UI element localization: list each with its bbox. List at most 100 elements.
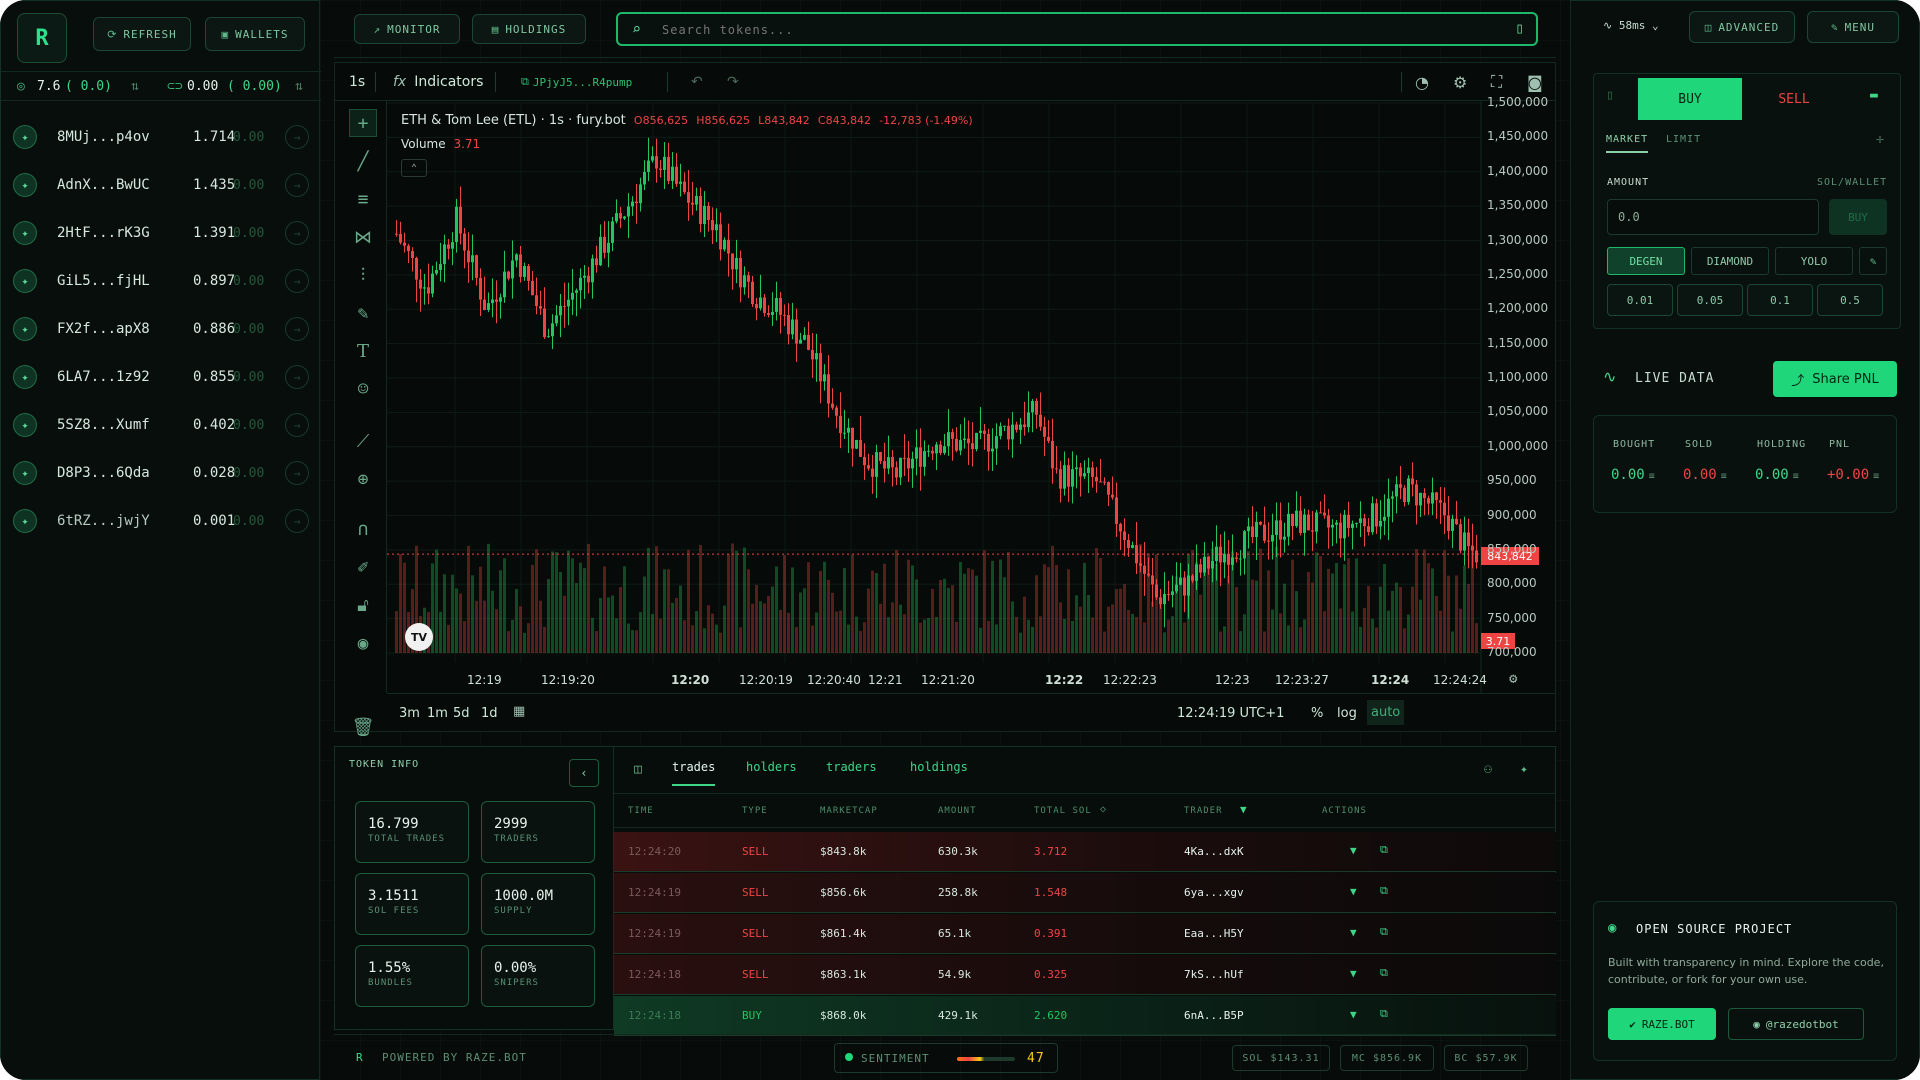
external-link-icon[interactable]: ⧉ [1380, 925, 1388, 938]
wallet-row[interactable]: ✦ FX2f...apX8 0.886 0.00 → [1, 305, 321, 353]
cell-trader[interactable]: 6nA...B5P [1184, 1009, 1244, 1022]
limit-tab[interactable]: LIMIT [1666, 134, 1702, 145]
wallet-row[interactable]: ✦ D8P3...6Qda 0.028 0.00 → [1, 449, 321, 497]
wallet-arrow-icon[interactable]: → [285, 413, 309, 437]
monitor-button[interactable]: ↗ MONITOR [354, 14, 460, 44]
eye-icon[interactable]: ◉ [357, 632, 369, 654]
external-link-icon[interactable]: ⧉ [1380, 1007, 1388, 1020]
wallet-arrow-icon[interactable]: → [285, 365, 309, 389]
powered-by[interactable]: POWERED BY RAZE.BOT [382, 1051, 527, 1064]
raze-bot-button[interactable]: ✔ RAZE.BOT [1608, 1008, 1716, 1040]
wallets-button[interactable]: ▣ WALLETS [205, 17, 305, 51]
filter-icon[interactable]: ▼ [1350, 844, 1357, 857]
trendline-icon[interactable]: ╱ [357, 150, 369, 172]
wallet-row[interactable]: ✦ GiL5...fjHL 0.897 0.00 → [1, 257, 321, 305]
wallet-arrow-icon[interactable]: → [285, 221, 309, 245]
indicators-button[interactable]: fx Indicators [393, 74, 484, 90]
alert-icon[interactable]: ◔ [1415, 72, 1429, 92]
redo-icon[interactable]: ↷ [727, 74, 739, 90]
text-icon[interactable]: T [356, 340, 369, 362]
advanced-button[interactable]: ◫ ADVANCED [1689, 11, 1795, 43]
refresh-button[interactable]: ⟳ REFRESH [93, 17, 191, 51]
mode-yolo[interactable]: YOLO [1775, 247, 1853, 275]
cell-trader[interactable]: Eaa...H5Y [1184, 927, 1244, 940]
amount-buy-button[interactable]: BUY [1829, 199, 1887, 235]
cell-trader[interactable]: 4Ka...dxK [1184, 845, 1244, 858]
wallet-arrow-icon[interactable]: → [285, 173, 309, 197]
range-1m[interactable]: 1m [427, 706, 448, 721]
sort-icon[interactable]: ◇ [1100, 804, 1107, 815]
fib-icon[interactable]: ≡ [357, 188, 369, 210]
column-header[interactable]: TRADER [1184, 806, 1223, 816]
table-row[interactable]: 12:24:19 SELL $861.4k 65.1k 0.391 Eaa...H5Y ▼ ⧉ [614, 914, 1556, 954]
buy-tab[interactable]: BUY [1638, 78, 1742, 120]
holdings-button[interactable]: ▤ HOLDINGS [472, 14, 586, 44]
wallet-row[interactable]: ✦ 5SZ8...Xumf 0.402 0.00 → [1, 401, 321, 449]
wallet-arrow-icon[interactable]: → [285, 269, 309, 293]
collapse-button[interactable]: ‹ [569, 759, 599, 787]
wallet-row[interactable]: ✦ 2HtF...rK3G 1.391 0.00 → [1, 209, 321, 257]
filter-icon[interactable]: ▼ [1350, 926, 1357, 939]
wallet-row[interactable]: ✦ 6LA7...1z92 0.855 0.00 → [1, 353, 321, 401]
tradingview-logo[interactable]: TV [405, 623, 433, 651]
range-1d[interactable]: 1d [481, 706, 498, 721]
emoji-icon[interactable]: ☺ [357, 378, 369, 400]
table-row[interactable]: 12:24:18 BUY $868.0k 429.1k 2.620 6nA...B5P ▼ ⧉ [614, 996, 1556, 1036]
fullscreen-icon[interactable]: ⛶ [1491, 72, 1503, 91]
move-icon[interactable]: ✛ [1876, 132, 1884, 147]
percent-toggle[interactable]: % [1311, 706, 1324, 721]
collapse-legend-button[interactable]: ⌃ [401, 159, 427, 177]
market-tab[interactable]: MARKET [1606, 134, 1649, 153]
column-header[interactable]: TOTAL SOL [1034, 806, 1092, 816]
lock-icon[interactable]: 🔓︎ [357, 594, 369, 616]
axis-settings-icon[interactable]: ⚙ [1509, 671, 1518, 687]
share-pnl-button[interactable]: ⤴ Share PNL [1773, 361, 1897, 397]
sort-icon[interactable]: ⇅ [295, 78, 303, 94]
table-row[interactable]: 12:24:18 SELL $863.1k 54.9k 0.325 7kS...hUf ▼ ⧉ [614, 955, 1556, 995]
crosshair-icon[interactable]: + [349, 109, 377, 137]
logo[interactable]: R [17, 13, 67, 63]
external-link-icon[interactable]: ⧉ [1380, 966, 1388, 979]
quick-amount-button[interactable]: 0.1 [1747, 284, 1813, 316]
magnet-icon[interactable]: ∩ [357, 518, 369, 540]
filter-icon[interactable]: ▼ [1350, 1008, 1357, 1021]
auto-toggle[interactable]: auto [1367, 700, 1405, 725]
undo-icon[interactable]: ↶ [691, 74, 703, 90]
candlestick-plot[interactable] [335, 63, 1557, 733]
wallet-arrow-icon[interactable]: → [285, 509, 309, 533]
log-toggle[interactable]: log [1337, 706, 1357, 721]
wallet-arrow-icon[interactable]: → [285, 317, 309, 341]
clipboard-icon[interactable]: ▯ [1606, 88, 1614, 103]
settings-icon[interactable]: ⚙ [1453, 72, 1468, 92]
search-input[interactable] [662, 20, 1482, 40]
clipboard-icon[interactable]: ▯ [1514, 19, 1524, 37]
github-link-button[interactable]: ◉ @razedotbot [1728, 1008, 1864, 1040]
tab-trades[interactable]: trades [672, 760, 716, 786]
filter-users-icon[interactable]: ⚇ [1484, 762, 1492, 777]
sort-icon[interactable]: ⇅ [131, 78, 139, 94]
wallet-arrow-icon[interactable]: → [285, 125, 309, 149]
quick-amount-button[interactable]: 0.05 [1677, 284, 1743, 316]
quick-amount-button[interactable]: 0.01 [1607, 284, 1673, 316]
menu-button[interactable]: ✎ MENU [1807, 11, 1899, 43]
ruler-icon[interactable]: ⟋ [356, 430, 370, 452]
camera-icon[interactable]: ◙ [1527, 72, 1543, 92]
range-3m[interactable]: 3m [399, 706, 420, 721]
filter-icon[interactable]: ▼ [1350, 885, 1357, 898]
quick-amount-button[interactable]: 0.5 [1817, 284, 1883, 316]
range-5d[interactable]: 5d [453, 706, 470, 721]
tab-holders[interactable]: holders [746, 760, 797, 774]
wallet-row[interactable]: ✦ AdnX...BwUC 1.435 0.00 → [1, 161, 321, 209]
zoom-icon[interactable]: ⊕ [357, 468, 369, 490]
cell-trader[interactable]: 6ya...xgv [1184, 886, 1244, 899]
pattern-icon[interactable]: ⋈ [354, 226, 372, 248]
brush-icon[interactable]: ✎ [357, 302, 369, 324]
contract-address[interactable]: ⧉ JPjyJ5...R4pump [521, 75, 633, 89]
layout-icon[interactable]: ◫ [634, 762, 642, 777]
bug-icon[interactable]: ✦ [1520, 762, 1528, 777]
calendar-icon[interactable]: ▦ [513, 704, 526, 719]
interval-selector[interactable]: 1s [349, 74, 366, 90]
projection-icon[interactable]: ⫶ [360, 264, 366, 286]
tab-holdings[interactable]: holdings [910, 760, 968, 774]
wallet-arrow-icon[interactable]: → [285, 461, 309, 485]
